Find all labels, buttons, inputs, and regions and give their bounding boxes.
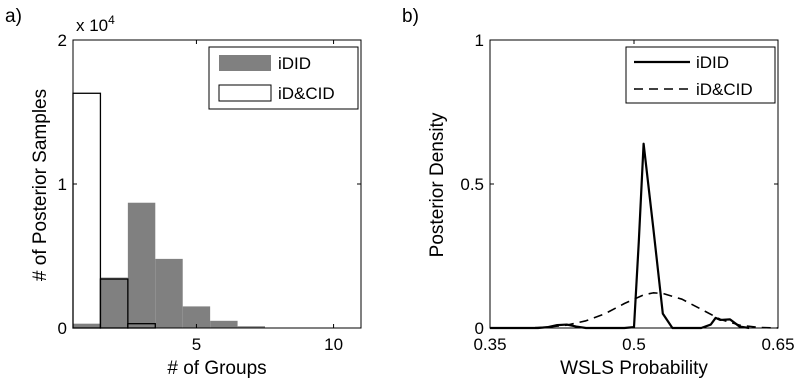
panel-a-y-multiplier-exp: 4	[108, 13, 115, 27]
panel-a-x-axis-label: # of Groups	[167, 358, 266, 379]
panel-b-legend: iDID iD&CID	[625, 46, 776, 104]
panel-a-y-axis-label: # of Posterior Samples	[30, 89, 51, 281]
panel-b-legend-box	[625, 46, 776, 104]
panel-b-x-ticks: 0.35 0.5 0.65	[473, 40, 795, 354]
bar-idid-4	[155, 258, 183, 328]
panel-b-legend-label-idid: iDID	[696, 53, 729, 72]
panel-a-x-ticks: 5 10	[192, 40, 343, 354]
panel-a-y-tick-label: 2	[58, 31, 67, 50]
panel-a-legend: iDID iD&CID	[208, 46, 359, 110]
panel-a-x-tick-label: 10	[324, 335, 343, 354]
panel-a-y-tick-label: 1	[58, 175, 67, 194]
panel-a-legend-swatch-idcid	[218, 84, 272, 102]
line-idid	[490, 142, 750, 330]
bar-idid-2	[100, 277, 128, 328]
panel-a-legend-label-idid: iDID	[278, 54, 311, 73]
panel-a-legend-swatch-idid	[219, 55, 271, 71]
bar-idid-5	[182, 306, 211, 328]
panel-b-x-tick-label: 0.35	[473, 335, 506, 354]
bar-idid-7	[237, 326, 265, 328]
panel-a-legend-label-idcid: iD&CID	[278, 84, 335, 103]
panel-b-lines	[490, 142, 779, 330]
panel-b-y-axis-label: Posterior Density	[427, 112, 448, 257]
panel-b-legend-label-idcid: iD&CID	[696, 80, 753, 99]
panel-a-y-tick-label: 0	[58, 319, 67, 338]
panel-a-label: a)	[5, 6, 22, 27]
panel-b-x-axis-label: WSLS Probability	[560, 358, 708, 379]
panel-b-x-tick-label: 0.65	[761, 335, 794, 354]
bar-idid-6	[210, 320, 238, 328]
bar-idcid-1	[72, 92, 102, 329]
panel-a: a) 5 10 0 1 2 x 104 # of Groups # of Poster…	[5, 6, 362, 379]
panel-b-y-tick-label: 0	[475, 319, 484, 338]
bar-idid-3	[127, 202, 156, 328]
panel-b-x-tick-label: 0.5	[622, 335, 646, 354]
panel-b-y-ticks: 00.51	[460, 31, 778, 338]
panel-a-y-multiplier: x 104	[76, 13, 115, 35]
panel-a-y-ticks: 0 1 2	[58, 31, 361, 338]
panel-b-y-tick-label: 1	[475, 31, 484, 50]
panel-a-bars-idid	[73, 202, 320, 328]
panel-a-x-tick-label: 5	[192, 335, 201, 354]
panel-b-label: b)	[402, 6, 419, 27]
panel-b-y-tick-label: 0.5	[460, 175, 484, 194]
line-idcid	[490, 292, 779, 329]
panel-b: b) 0.35 0.5 0.65 00.51 WSLS Probability Po…	[402, 6, 795, 379]
bar-idid-1	[73, 323, 101, 328]
